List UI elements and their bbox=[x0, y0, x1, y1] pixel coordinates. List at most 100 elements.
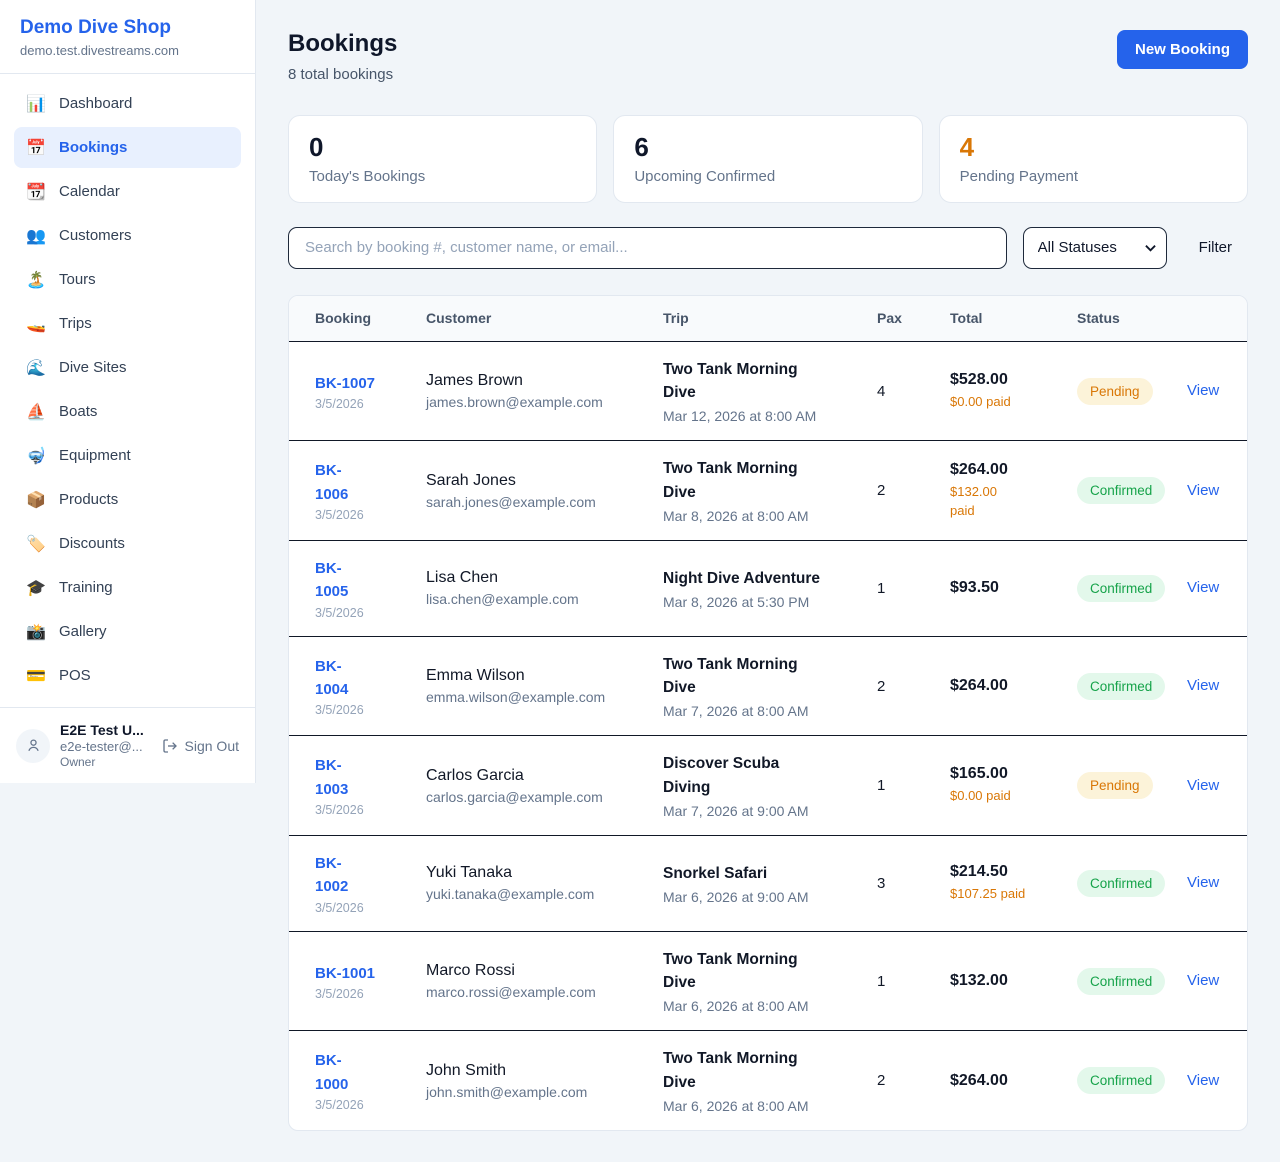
booking-date: 3/5/2026 bbox=[315, 802, 364, 817]
trip-name: Snorkel Safari bbox=[663, 864, 768, 882]
view-link[interactable]: View bbox=[1187, 481, 1220, 499]
table-row: BK-1001 3/5/2026 Marco Rossi marco.rossi… bbox=[289, 932, 1247, 1032]
user-role: Owner bbox=[60, 755, 96, 769]
view-link[interactable]: View bbox=[1187, 579, 1220, 597]
booking-date: 3/5/2026 bbox=[315, 605, 364, 620]
sidebar-header: Demo Dive Shop demo.test.divestreams.com bbox=[0, 0, 255, 74]
shop-domain: demo.test.divestreams.com bbox=[20, 43, 179, 58]
actions-cell: View bbox=[1187, 677, 1221, 695]
booking-date: 3/5/2026 bbox=[315, 396, 364, 411]
pax-count: 1 bbox=[877, 972, 886, 990]
column-header-status: Status bbox=[1077, 310, 1120, 327]
sidebar-item-label: Trips bbox=[59, 315, 92, 332]
booking-id-link[interactable]: BK- 1003 bbox=[315, 757, 349, 798]
status-cell: Confirmed bbox=[1077, 574, 1187, 602]
sidebar-item-trips[interactable]: 🚤 Trips bbox=[14, 303, 241, 344]
table-row: BK- 1006 3/5/2026 Sarah Jones sarah.jone… bbox=[289, 441, 1247, 541]
trip-datetime: Mar 6, 2026 at 8:00 AM bbox=[663, 998, 809, 1015]
sidebar-item-training[interactable]: 🎓 Training bbox=[14, 567, 241, 608]
dive-sites-icon: 🌊 bbox=[26, 359, 46, 377]
booking-date: 3/5/2026 bbox=[315, 507, 364, 522]
filter-button[interactable]: Filter bbox=[1183, 239, 1248, 256]
products-icon: 📦 bbox=[26, 491, 46, 509]
sign-out-button[interactable]: Sign Out bbox=[162, 738, 239, 754]
trip-name: Two Tank Morning Dive bbox=[663, 1050, 798, 1091]
person-icon bbox=[27, 739, 39, 752]
sidebar-item-boats[interactable]: ⛵ Boats bbox=[14, 391, 241, 432]
total-cell: $132.00 bbox=[950, 972, 1077, 990]
sidebar-item-label: Dashboard bbox=[59, 95, 133, 112]
pax-count: 1 bbox=[877, 777, 886, 795]
booking-id-link[interactable]: BK- 1004 bbox=[315, 657, 349, 699]
customer-name: Yuki Tanaka bbox=[426, 864, 512, 882]
view-link[interactable]: View bbox=[1187, 677, 1220, 695]
search-input[interactable] bbox=[288, 226, 1007, 269]
trip-cell: Two Tank Morning Dive Mar 6, 2026 at 8:0… bbox=[663, 948, 877, 1015]
status-cell: Confirmed bbox=[1077, 869, 1187, 897]
trip-name: Two Tank Morning Dive bbox=[663, 460, 798, 501]
page-title-block: Bookings 8 total bookings bbox=[288, 30, 397, 83]
sidebar-item-discounts[interactable]: 🏷️ Discounts bbox=[14, 523, 241, 564]
trip-cell: Discover Scuba Diving Mar 7, 2026 at 9:0… bbox=[663, 752, 877, 819]
actions-cell: View bbox=[1187, 382, 1221, 400]
table-row: BK- 1003 3/5/2026 Carlos Garcia carlos.g… bbox=[289, 736, 1247, 836]
sidebar-user-section: E2E Test U... e2e-tester@... Owner Sign … bbox=[0, 707, 255, 783]
column-header-pax: Pax bbox=[877, 310, 902, 327]
booking-id-link[interactable]: BK- 1002 bbox=[315, 855, 349, 896]
view-link[interactable]: View bbox=[1187, 1071, 1220, 1089]
booking-cell: BK- 1002 3/5/2026 bbox=[315, 852, 426, 915]
sidebar-item-label: Calendar bbox=[59, 183, 120, 200]
status-cell: Confirmed bbox=[1077, 672, 1187, 700]
customer-email: yuki.tanaka@example.com bbox=[426, 886, 595, 903]
customer-email: sarah.jones@example.com bbox=[426, 493, 596, 510]
booking-cell: BK-1001 3/5/2026 bbox=[315, 962, 426, 1001]
view-link[interactable]: View bbox=[1187, 874, 1220, 892]
new-booking-button[interactable]: New Booking bbox=[1116, 30, 1248, 69]
sidebar-item-pos[interactable]: 💳 POS bbox=[14, 655, 241, 696]
sidebar-item-gallery[interactable]: 📸 Gallery bbox=[14, 611, 241, 652]
booking-id-link[interactable]: BK-1001 bbox=[315, 964, 376, 982]
dashboard-icon: 📊 bbox=[26, 95, 46, 113]
total-amount: $264.00 bbox=[950, 460, 1008, 478]
actions-cell: View bbox=[1187, 874, 1221, 892]
sidebar-item-dashboard[interactable]: 📊 Dashboard bbox=[14, 83, 241, 124]
customer-cell: Marco Rossi marco.rossi@example.com bbox=[426, 962, 663, 1000]
status-filter-select[interactable]: All Statuses bbox=[1022, 226, 1167, 269]
view-link[interactable]: View bbox=[1187, 382, 1220, 400]
table-row: BK- 1002 3/5/2026 Yuki Tanaka yuki.tanak… bbox=[289, 836, 1247, 932]
stat-value: 6 bbox=[634, 132, 649, 162]
booking-id-link[interactable]: BK- 1005 bbox=[315, 560, 349, 601]
sidebar-item-tours[interactable]: 🏝️ Tours bbox=[14, 259, 241, 300]
total-bookings-count: 8 total bookings bbox=[288, 66, 394, 83]
customer-email: marco.rossi@example.com bbox=[426, 984, 596, 1001]
booking-id-link[interactable]: BK-1007 bbox=[315, 374, 376, 392]
customer-email: james.brown@example.com bbox=[426, 394, 603, 411]
total-amount: $528.00 bbox=[950, 370, 1008, 388]
booking-id-link[interactable]: BK- 1006 bbox=[315, 462, 349, 503]
status-cell: Pending bbox=[1077, 377, 1187, 405]
sidebar-item-customers[interactable]: 👥 Customers bbox=[14, 215, 241, 256]
status-cell: Pending bbox=[1077, 772, 1187, 800]
customer-cell: James Brown james.brown@example.com bbox=[426, 372, 663, 410]
sidebar-item-calendar[interactable]: 📆 Calendar bbox=[14, 171, 241, 212]
trip-cell: Two Tank Morning Dive Mar 12, 2026 at 8:… bbox=[663, 358, 877, 425]
sign-out-icon bbox=[162, 738, 177, 753]
sidebar-item-bookings[interactable]: 📅 Bookings bbox=[14, 127, 241, 168]
table-row: BK- 1005 3/5/2026 Lisa Chen lisa.chen@ex… bbox=[289, 541, 1247, 637]
bookings-table: Booking Customer Trip Pax Total Status B… bbox=[288, 294, 1248, 1131]
trip-datetime: Mar 7, 2026 at 8:00 AM bbox=[663, 703, 809, 720]
view-link[interactable]: View bbox=[1187, 776, 1220, 794]
sidebar-nav: 📊 Dashboard 📅 Bookings 📆 Calendar 👥 Cust… bbox=[0, 74, 255, 707]
sidebar-item-label: Boats bbox=[59, 403, 98, 420]
trip-cell: Two Tank Morning Dive Mar 6, 2026 at 8:0… bbox=[663, 1047, 877, 1114]
booking-id-link[interactable]: BK- 1000 bbox=[315, 1052, 349, 1093]
status-badge: Confirmed bbox=[1077, 967, 1166, 995]
booking-cell: BK- 1005 3/5/2026 bbox=[315, 557, 426, 620]
sidebar-item-products[interactable]: 📦 Products bbox=[14, 479, 241, 520]
booking-cell: BK- 1004 3/5/2026 bbox=[315, 655, 426, 718]
sidebar-item-equipment[interactable]: 🤿 Equipment bbox=[14, 435, 241, 476]
trip-name: Two Tank Morning Dive bbox=[663, 950, 798, 992]
customer-email: john.smith@example.com bbox=[426, 1083, 588, 1100]
view-link[interactable]: View bbox=[1187, 972, 1220, 990]
sidebar-item-dive-sites[interactable]: 🌊 Dive Sites bbox=[14, 347, 241, 388]
